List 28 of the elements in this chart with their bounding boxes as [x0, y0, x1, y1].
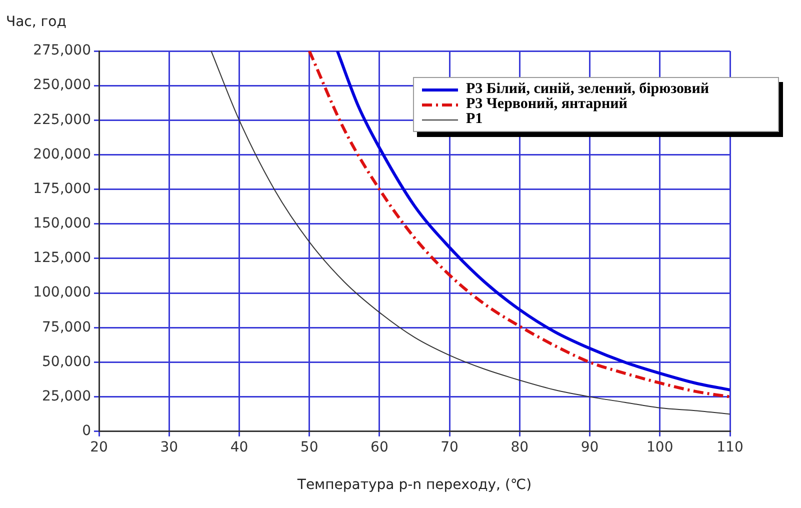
y-tick-label: 25,000 — [42, 388, 91, 404]
y-tick-label: 250,000 — [33, 77, 91, 94]
x-tick-label: 60 — [370, 439, 388, 456]
legend-label: P3 Червоний, янтарний — [466, 96, 628, 112]
x-tick-label: 30 — [160, 439, 178, 456]
y-tick-label: 100,000 — [33, 284, 91, 301]
x-tick-label: 90 — [580, 439, 599, 456]
y-axis-title: Час, год — [6, 14, 66, 30]
x-tick-label: 40 — [230, 439, 248, 456]
y-tick-label: 150,000 — [33, 216, 91, 232]
legend-label: P1 — [466, 111, 483, 127]
y-tick-label: 200,000 — [33, 146, 91, 162]
x-tick-label: 110 — [716, 439, 744, 456]
y-tick-label: 175,000 — [33, 180, 91, 197]
y-tick-label: 50,000 — [42, 354, 91, 370]
legend-label: P3 Білий, синій, зелений, бірюзовий — [466, 81, 710, 97]
x-tick-label: 100 — [646, 439, 674, 456]
x-axis-title: Температура p-n переходу, (℃) — [296, 477, 532, 494]
y-tick-label: 225,000 — [33, 112, 91, 128]
x-tick-label: 50 — [300, 439, 318, 456]
line-series — [210, 51, 730, 415]
y-tick-label: 275,000 — [33, 42, 91, 59]
y-tick-label: 125,000 — [33, 250, 91, 266]
x-tick-label: 70 — [440, 439, 458, 456]
x-tick-label: 20 — [90, 439, 108, 456]
x-tick-label: 80 — [510, 439, 529, 456]
y-tick-label: 0 — [82, 423, 91, 440]
y-tick-label: 75,000 — [42, 319, 91, 336]
